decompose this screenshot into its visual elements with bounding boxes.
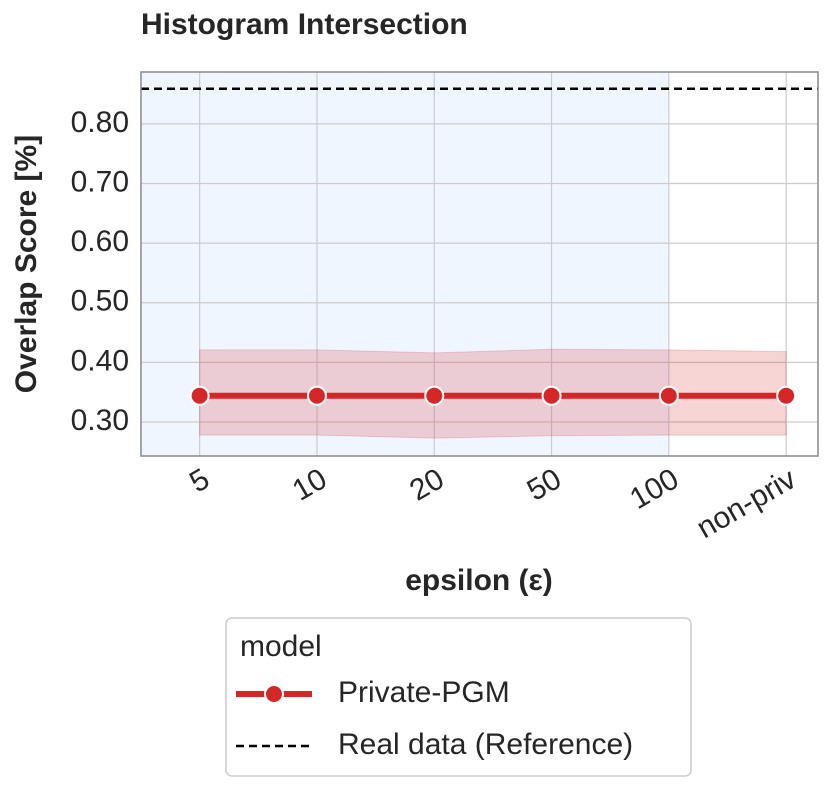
x-axis-label: epsilon (ε) [405, 564, 553, 597]
x-tick-label: 100 [624, 462, 684, 516]
x-tick-label: 10 [287, 462, 332, 507]
data-point [776, 385, 797, 406]
y-tick-label: 0.30 [71, 404, 129, 437]
data-point [306, 385, 327, 406]
y-axis-label: Overlap Score [%] [10, 135, 43, 393]
data-point [189, 385, 210, 406]
x-tick-label: 5 [184, 462, 215, 499]
x-tick-label: 20 [404, 462, 449, 507]
y-tick-label: 0.70 [71, 165, 129, 198]
legend-box [225, 617, 692, 777]
data-point [424, 385, 445, 406]
legend-label: Private-PGM [338, 676, 510, 709]
chart-title: Histogram Intersection [141, 8, 468, 41]
x-tick-label: non-priv [691, 462, 801, 545]
plot-frame [140, 71, 819, 457]
y-tick-label: 0.60 [71, 225, 129, 258]
x-tick-label: 50 [522, 462, 567, 507]
legend-title: model [240, 630, 322, 663]
legend-marker [264, 684, 284, 704]
data-point [658, 385, 679, 406]
y-tick-label: 0.80 [71, 106, 129, 139]
data-point [541, 385, 562, 406]
y-tick-label: 0.40 [71, 344, 129, 377]
shaded-region [141, 72, 669, 456]
legend-label: Real data (Reference) [338, 728, 633, 761]
y-tick-label: 0.50 [71, 285, 129, 318]
